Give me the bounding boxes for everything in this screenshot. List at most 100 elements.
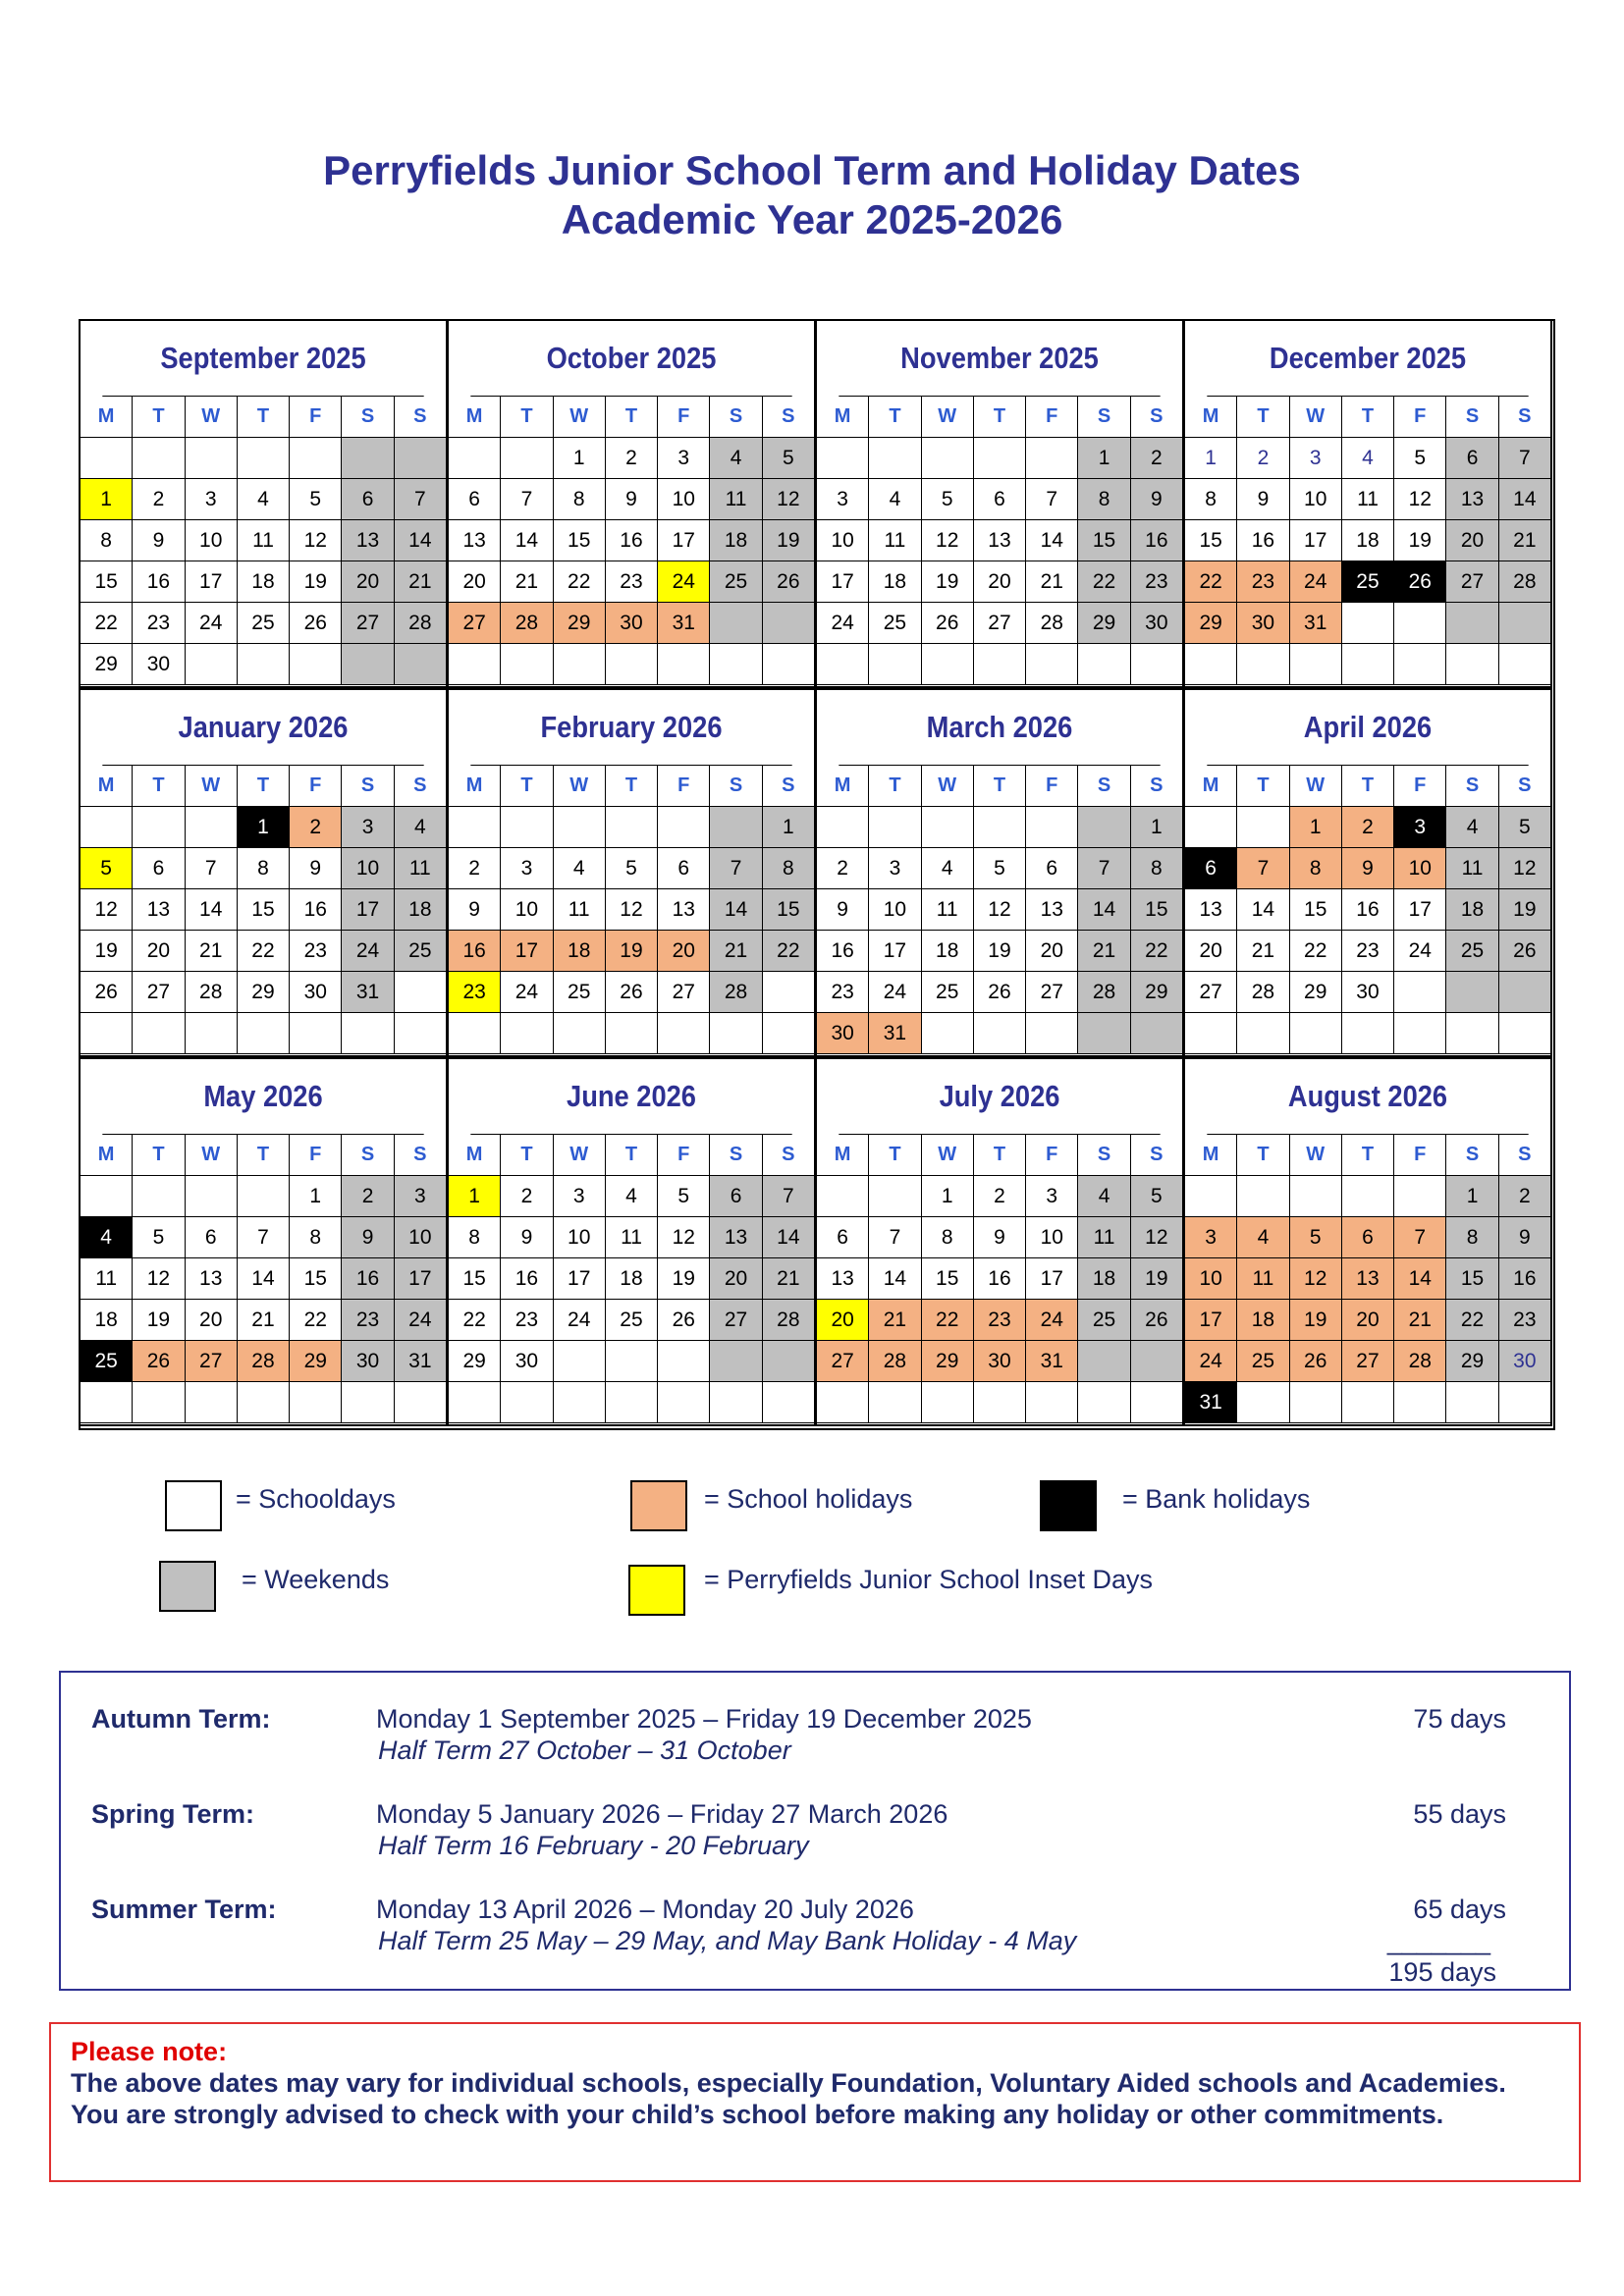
day-cell: 31 (658, 603, 711, 644)
day-cell: 8 (921, 1217, 974, 1258)
day-cell (553, 807, 606, 848)
weekday: T (973, 397, 1027, 438)
day-cell: 15 (1078, 520, 1131, 561)
weekday: T (1341, 397, 1395, 438)
weekday: T (1237, 397, 1290, 438)
day-cell (290, 1013, 343, 1054)
day-cell: 15 (449, 1258, 502, 1300)
day-cell: 4 (81, 1217, 134, 1258)
day-cell: 16 (973, 1258, 1027, 1300)
weekday: W (1289, 397, 1342, 438)
day-cell: 9 (342, 1217, 395, 1258)
day-cell (869, 438, 922, 479)
weekday: T (237, 397, 291, 438)
day-cell: 12 (81, 889, 134, 931)
day-cell: 10 (817, 520, 870, 561)
day-cell: 18 (710, 520, 763, 561)
day-cell: 30 (1341, 972, 1395, 1013)
total-days: 195 days (1388, 1957, 1496, 1987)
day-cell (817, 1382, 870, 1423)
weekday: T (237, 1135, 291, 1176)
day-cell (133, 1176, 186, 1217)
day-cell: 6 (449, 479, 502, 520)
day-cell: 30 (290, 972, 343, 1013)
day-cell: 25 (1078, 1300, 1131, 1341)
weekday: F (1394, 766, 1447, 807)
weekday: T (973, 766, 1027, 807)
week-row: 29 30 31 (1185, 603, 1550, 644)
month: September 2025 M T W T F S S 1 2 3 4 5 6 7 8 9 10 11 12 13 14… (79, 319, 448, 688)
day-cell: 30 (1237, 603, 1290, 644)
day-cell: 6 (185, 1217, 238, 1258)
day-cell (501, 438, 554, 479)
legend-swatch (159, 1561, 216, 1612)
weekday: M (817, 766, 870, 807)
week-row: 9 10 11 12 13 14 15 (449, 889, 814, 931)
day-cell: 3 (501, 848, 554, 889)
week-row: 18 19 20 21 22 23 24 (81, 1300, 446, 1341)
day-cell: 14 (1237, 889, 1290, 931)
day-cell (1341, 1013, 1395, 1054)
day-cell: 19 (1289, 1300, 1342, 1341)
day-cell: 15 (762, 889, 814, 931)
weekday: M (81, 1135, 134, 1176)
day-cell (605, 1382, 659, 1423)
day-cell: 19 (290, 561, 343, 603)
day-cell: 3 (1026, 1176, 1079, 1217)
day-cell (710, 1341, 763, 1382)
day-cell: 13 (658, 889, 711, 931)
day-cell: 27 (1446, 561, 1499, 603)
day-cell (133, 438, 186, 479)
day-cell (869, 644, 922, 685)
week-row: 6 7 8 9 10 11 12 (817, 1217, 1182, 1258)
day-cell (1130, 1341, 1182, 1382)
day-cell: 12 (658, 1217, 711, 1258)
day-cell: 3 (869, 848, 922, 889)
day-cell: 11 (553, 889, 606, 931)
day-cell: 21 (1498, 520, 1550, 561)
weekday: F (290, 766, 343, 807)
day-cell (133, 1382, 186, 1423)
month-name: May 2026 (102, 1059, 424, 1135)
day-cell (81, 807, 134, 848)
day-cell: 15 (1446, 1258, 1499, 1300)
day-cell: 9 (449, 889, 502, 931)
day-cell: 11 (710, 479, 763, 520)
week-row: 25 26 27 28 29 30 31 (81, 1341, 446, 1382)
day-cell: 6 (1026, 848, 1079, 889)
day-cell: 24 (1394, 931, 1447, 972)
day-cell: 16 (290, 889, 343, 931)
weekday: F (1026, 1135, 1079, 1176)
day-cell (1498, 1382, 1550, 1423)
day-cell: 11 (237, 520, 291, 561)
day-cell: 13 (1341, 1258, 1395, 1300)
day-cell (1341, 603, 1395, 644)
day-cell: 8 (237, 848, 291, 889)
day-cell: 16 (342, 1258, 395, 1300)
day-cell: 12 (973, 889, 1027, 931)
day-cell (1394, 1013, 1447, 1054)
day-cell: 20 (449, 561, 502, 603)
month-name: September 2025 (102, 321, 424, 397)
day-cell: 29 (1078, 603, 1131, 644)
week-row: 13 14 15 16 17 18 19 (817, 1258, 1182, 1300)
weekday: T (869, 1135, 922, 1176)
day-cell: 26 (762, 561, 814, 603)
weekday: W (921, 397, 974, 438)
weekday: F (290, 1135, 343, 1176)
day-cell: 13 (185, 1258, 238, 1300)
day-cell: 17 (1289, 520, 1342, 561)
day-cell: 5 (973, 848, 1027, 889)
day-cell: 22 (553, 561, 606, 603)
day-cell: 14 (762, 1217, 814, 1258)
day-cell (973, 807, 1027, 848)
day-cell (762, 1382, 814, 1423)
day-cell: 11 (1078, 1217, 1131, 1258)
day-cell: 20 (1026, 931, 1079, 972)
day-cell: 6 (973, 479, 1027, 520)
day-cell: 23 (1498, 1300, 1550, 1341)
day-cell (921, 438, 974, 479)
day-cell: 21 (237, 1300, 291, 1341)
